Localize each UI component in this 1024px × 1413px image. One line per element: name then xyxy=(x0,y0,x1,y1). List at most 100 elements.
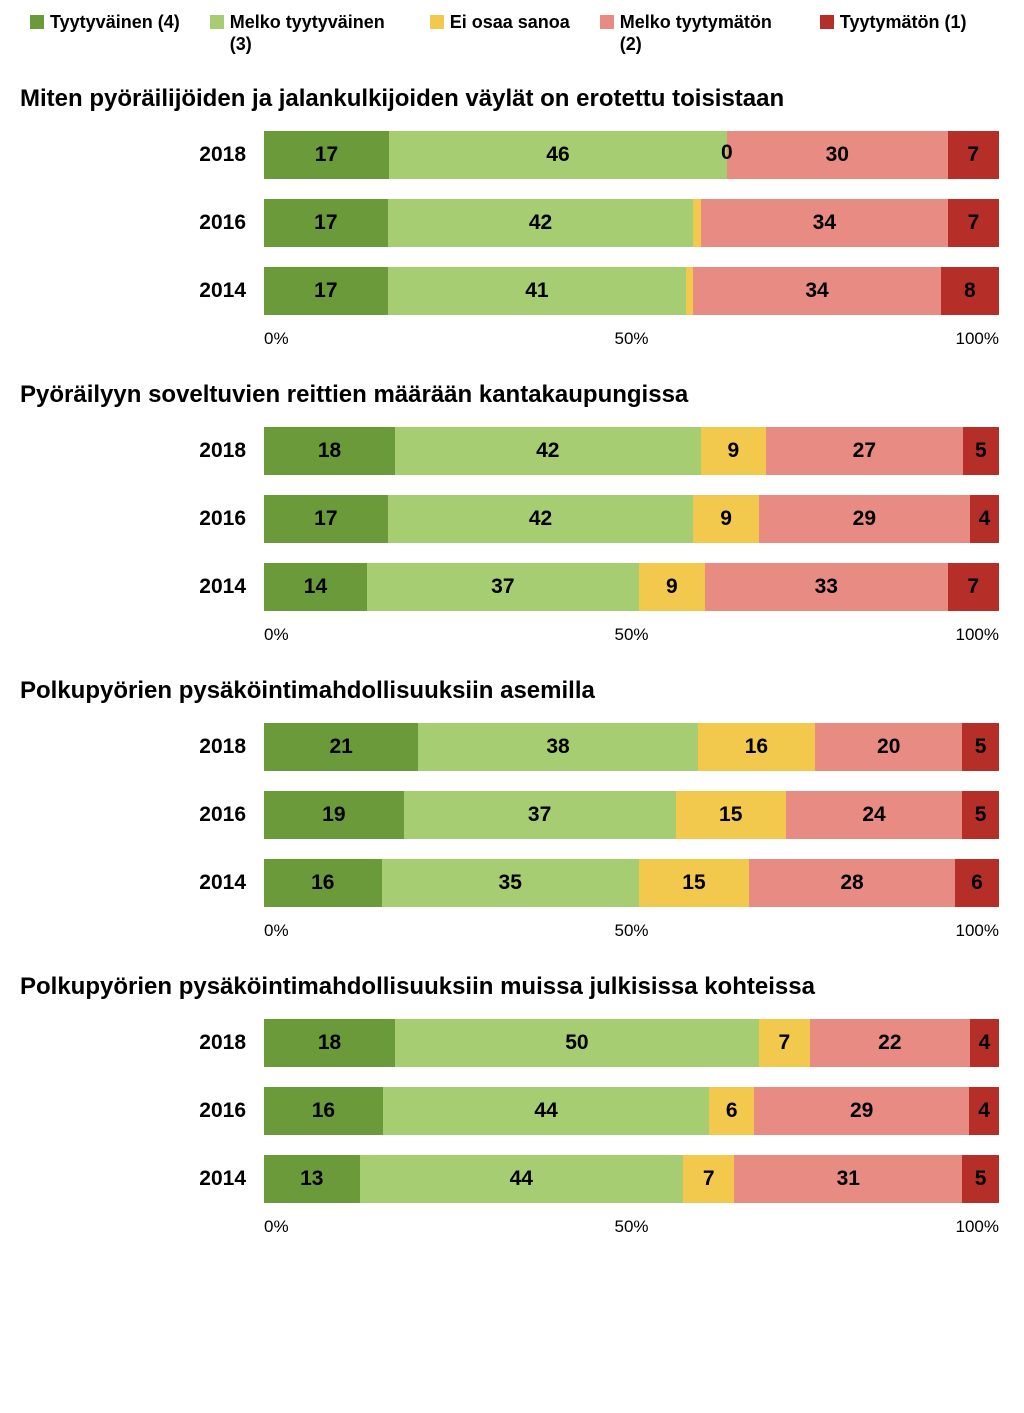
chart-row: 201617423472,70 xyxy=(174,199,1004,247)
axis-tick: 100% xyxy=(956,329,999,349)
legend-item: Tyytymätön (1) xyxy=(820,12,967,34)
bar-segment: 44 xyxy=(360,1155,683,1203)
x-axis: 0% 50% 100% xyxy=(264,329,999,351)
bar-segment: 31 xyxy=(734,1155,962,1203)
bar-segment: 18 xyxy=(264,1019,395,1067)
bar-segment: 5 xyxy=(962,1155,999,1203)
row-mean: 2,71 xyxy=(999,871,1024,895)
row-mean: 2,87 xyxy=(999,1031,1024,1055)
chart-row: 20161937152452,82 xyxy=(174,791,1004,839)
chart-row: 2014143793372,65 xyxy=(174,563,1004,611)
bar-segment: 7 xyxy=(948,563,999,611)
bar-segment: 16 xyxy=(264,1087,383,1135)
legend-swatch xyxy=(820,15,834,29)
bar-segment: 4 xyxy=(970,495,999,543)
legend-label: Ei osaa sanoa xyxy=(450,12,570,34)
bar-segment: 37 xyxy=(367,563,639,611)
bar-segment: 37 xyxy=(404,791,676,839)
bar-segment: 20 xyxy=(815,723,962,771)
bar-segment: 17 xyxy=(264,199,388,247)
legend-swatch xyxy=(30,15,44,29)
bar-segment xyxy=(693,199,700,247)
bar-segment: 44 xyxy=(383,1087,710,1135)
stacked-bar: 18507224 xyxy=(264,1019,999,1067)
legend-label: Tyytyväinen (4) xyxy=(50,12,180,34)
row-mean: 2,70 xyxy=(999,1167,1024,1191)
year-label: 2018 xyxy=(174,143,264,167)
year-label: 2016 xyxy=(174,803,264,827)
bar-segment: 16 xyxy=(264,859,382,907)
legend-swatch xyxy=(210,15,224,29)
bar-segment: 9 xyxy=(639,563,705,611)
axis-tick: 50% xyxy=(614,1217,648,1237)
bar-segment: 19 xyxy=(264,791,404,839)
bar-segment: 7 xyxy=(948,199,999,247)
bar-segment xyxy=(686,267,693,315)
year-label: 2016 xyxy=(174,507,264,531)
stacked-bar: 17460307 xyxy=(264,131,999,179)
row-mean: 2,82 xyxy=(999,803,1024,827)
legend-item: Tyytyväinen (4) xyxy=(30,12,180,34)
bar-segment: 41 xyxy=(388,267,686,315)
row-mean: 2,70 xyxy=(999,211,1024,235)
axis-tick: 0% xyxy=(264,625,289,645)
x-axis: 0%50%100% xyxy=(264,1217,999,1239)
legend-swatch xyxy=(430,15,444,29)
section-title: Polkupyörien pysäköintimahdollisuuksiin … xyxy=(20,973,1004,1001)
row-mean: 2,65 xyxy=(999,575,1024,599)
bar-segment: 17 xyxy=(264,131,389,179)
bar-segment: 15 xyxy=(676,791,786,839)
chart-area: 2018174603072,74201617423472,70201417413… xyxy=(20,131,1004,351)
bar-segment: 6 xyxy=(709,1087,754,1135)
bar-segment: 13 xyxy=(264,1155,360,1203)
year-label: 2014 xyxy=(174,871,264,895)
axis-tick: 0% xyxy=(264,329,289,349)
row-mean: 2,68 xyxy=(999,279,1024,303)
year-label: 2018 xyxy=(174,735,264,759)
bar-segment: 9 xyxy=(701,427,766,475)
bar-segment: 34 xyxy=(701,199,948,247)
chart-row: 2018184292752,79 xyxy=(174,427,1004,475)
bar-segment: 5 xyxy=(962,723,999,771)
bar-segment: 8 xyxy=(941,267,999,315)
bar-segment: 4 xyxy=(969,1087,999,1135)
chart-area: 20182138162052,90 20161937152452,82 201416… xyxy=(20,723,1004,943)
axis-tick: 50% xyxy=(614,921,648,941)
bar-segment: 22 xyxy=(810,1019,970,1067)
chart-area: 2018184292752,792016174292942,7820141437… xyxy=(20,427,1004,647)
legend: Tyytyväinen (4) Melko tyytyväinen (3) Ei… xyxy=(20,12,1004,55)
bar-segment: 29 xyxy=(754,1087,969,1135)
section-title: Miten pyöräilijöiden ja jalankulkijoiden… xyxy=(20,85,1004,113)
bar-segment: 46 xyxy=(389,131,727,179)
row-mean: 2,90 xyxy=(999,735,1024,759)
legend-item: Melko tyytyväinen (3) xyxy=(210,12,400,55)
bar-segment: 35 xyxy=(382,859,639,907)
bar-segment: 38 xyxy=(418,723,697,771)
bar-segment: 7 xyxy=(759,1019,810,1067)
bar-segment: 33 xyxy=(705,563,948,611)
chart-section: Miten pyöräilijöiden ja jalankulkijoiden… xyxy=(20,85,1004,351)
bar-segment: 29 xyxy=(759,495,970,543)
bar-segment: 15 xyxy=(639,859,749,907)
stacked-bar: 163515286 xyxy=(264,859,999,907)
legend-label: Melko tyytymätön (2) xyxy=(620,12,790,55)
chart-row: 2016164462942,77 xyxy=(174,1087,1004,1135)
chart-section: Polkupyörien pysäköintimahdollisuuksiin … xyxy=(20,973,1004,1239)
chart-row: 20182138162052,90 xyxy=(174,723,1004,771)
bar-segment: 6 xyxy=(955,859,999,907)
bar-segment: 17 xyxy=(264,267,388,315)
bar-segment: 9 xyxy=(693,495,758,543)
x-axis: 0%50%100% xyxy=(264,625,999,647)
bar-segment: 30 xyxy=(727,131,948,179)
stacked-bar: 213816205 xyxy=(264,723,999,771)
chart-section: Pyöräilyyn soveltuvien reittien määrään … xyxy=(20,381,1004,647)
bar-segment: 7 xyxy=(683,1155,734,1203)
bar-segment: 21 xyxy=(264,723,418,771)
stacked-bar: 14379337 xyxy=(264,563,999,611)
bar-segment: 27 xyxy=(766,427,962,475)
row-mean: 2,79 xyxy=(999,439,1024,463)
axis-tick: 50% xyxy=(614,329,648,349)
axis-tick: 0% xyxy=(264,1217,289,1237)
bar-segment: 14 xyxy=(264,563,367,611)
year-label: 2014 xyxy=(174,575,264,599)
